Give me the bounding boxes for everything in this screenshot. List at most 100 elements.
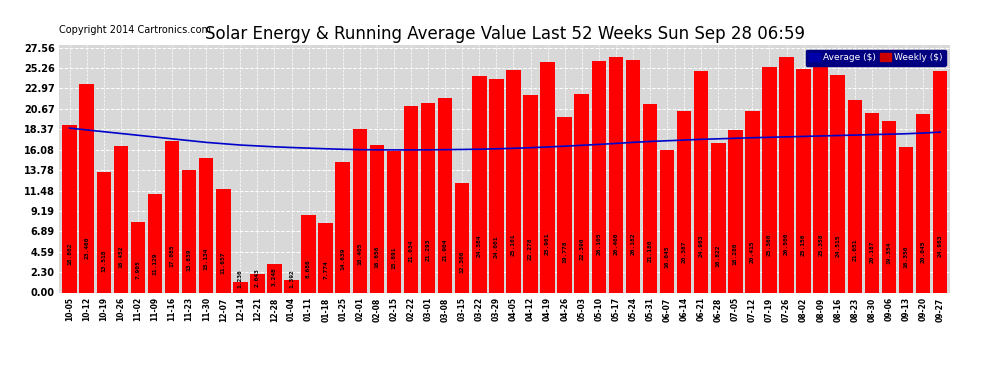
Text: 26.460: 26.460 — [614, 232, 619, 255]
Text: 21.293: 21.293 — [426, 239, 431, 261]
Bar — [831, 75, 845, 292]
Text: 12.306: 12.306 — [459, 251, 464, 273]
Bar — [438, 98, 452, 292]
Bar — [267, 264, 282, 292]
Text: Copyright 2014 Cartronics.com: Copyright 2014 Cartronics.com — [59, 25, 212, 35]
Bar — [404, 106, 418, 292]
Text: 20.045: 20.045 — [921, 241, 926, 263]
Text: 16.822: 16.822 — [716, 245, 721, 267]
Bar — [164, 141, 179, 292]
Text: 13.518: 13.518 — [101, 249, 106, 272]
Bar — [643, 104, 657, 292]
Bar — [659, 150, 674, 292]
Title: Solar Energy & Running Average Value Last 52 Weeks Sun Sep 28 06:59: Solar Energy & Running Average Value Las… — [205, 26, 805, 44]
Text: 2.043: 2.043 — [254, 268, 260, 287]
Bar — [557, 117, 572, 292]
Bar — [728, 130, 742, 292]
Text: 21.180: 21.180 — [647, 239, 652, 262]
Bar — [131, 222, 146, 292]
Bar — [369, 144, 384, 292]
Text: 1.392: 1.392 — [289, 269, 294, 288]
Bar — [250, 274, 264, 292]
Bar — [592, 61, 606, 292]
Text: 26.500: 26.500 — [784, 232, 789, 255]
Bar — [472, 76, 486, 292]
Bar — [319, 224, 333, 292]
Text: 11.129: 11.129 — [152, 252, 157, 275]
Text: 22.278: 22.278 — [528, 238, 533, 260]
Bar — [899, 147, 914, 292]
Bar — [864, 113, 879, 292]
Text: 25.101: 25.101 — [511, 234, 516, 256]
Text: 8.686: 8.686 — [306, 260, 311, 278]
Bar — [916, 114, 931, 292]
Bar — [847, 100, 862, 292]
Bar — [506, 69, 521, 292]
Bar — [626, 60, 641, 292]
Text: 15.891: 15.891 — [391, 246, 396, 268]
Text: 18.286: 18.286 — [733, 243, 738, 266]
Bar — [421, 104, 436, 292]
Text: 15.134: 15.134 — [204, 247, 209, 270]
Bar — [779, 57, 794, 292]
Bar — [694, 70, 709, 292]
Text: 18.405: 18.405 — [357, 243, 362, 265]
Text: 20.187: 20.187 — [869, 240, 874, 263]
Text: 24.983: 24.983 — [938, 234, 942, 256]
Text: 21.904: 21.904 — [443, 238, 447, 261]
Bar — [79, 84, 94, 292]
Text: 21.651: 21.651 — [852, 238, 857, 261]
Text: 23.460: 23.460 — [84, 236, 89, 259]
Text: 16.045: 16.045 — [664, 246, 669, 268]
Bar — [216, 189, 231, 292]
Text: 24.983: 24.983 — [699, 234, 704, 256]
Bar — [97, 172, 111, 292]
Bar — [114, 146, 128, 292]
Text: 26.182: 26.182 — [631, 232, 636, 255]
Text: 18.802: 18.802 — [67, 242, 72, 265]
Text: 26.105: 26.105 — [596, 232, 601, 255]
Bar — [796, 69, 811, 292]
Text: 25.901: 25.901 — [545, 233, 550, 255]
Bar — [882, 121, 896, 292]
Text: 20.415: 20.415 — [749, 240, 755, 262]
Bar — [62, 126, 77, 292]
Bar — [352, 129, 367, 292]
Bar — [199, 158, 214, 292]
Text: 3.248: 3.248 — [272, 267, 277, 285]
Text: 16.656: 16.656 — [374, 245, 379, 268]
Text: 11.657: 11.657 — [221, 252, 226, 274]
Bar — [301, 215, 316, 292]
Bar — [541, 62, 554, 292]
Text: 25.360: 25.360 — [767, 234, 772, 256]
Bar — [284, 280, 299, 292]
Text: 14.639: 14.639 — [341, 248, 346, 270]
Bar — [387, 152, 401, 292]
Bar — [336, 162, 350, 292]
Bar — [455, 183, 469, 292]
Text: 19.778: 19.778 — [562, 241, 567, 264]
Text: 24.001: 24.001 — [494, 236, 499, 258]
Bar — [182, 170, 196, 292]
Bar — [762, 67, 777, 292]
Text: 24.384: 24.384 — [477, 235, 482, 257]
Text: 20.387: 20.387 — [682, 240, 687, 262]
Text: 16.452: 16.452 — [119, 245, 124, 268]
Text: 13.839: 13.839 — [187, 249, 192, 272]
Bar — [814, 67, 828, 292]
Text: 1.236: 1.236 — [238, 270, 243, 288]
Text: 19.354: 19.354 — [886, 242, 891, 264]
Bar — [677, 111, 691, 292]
Text: 16.350: 16.350 — [904, 246, 909, 268]
Text: 21.034: 21.034 — [409, 239, 414, 262]
Text: 25.156: 25.156 — [801, 234, 806, 256]
Text: 7.774: 7.774 — [323, 261, 328, 279]
Bar — [933, 70, 947, 292]
Bar — [711, 143, 726, 292]
Bar — [489, 79, 504, 292]
Text: 24.515: 24.515 — [836, 235, 841, 257]
Text: 22.390: 22.390 — [579, 237, 584, 260]
Bar — [574, 94, 589, 292]
Bar — [148, 194, 162, 292]
Legend: Average ($), Weekly ($): Average ($), Weekly ($) — [806, 50, 945, 66]
